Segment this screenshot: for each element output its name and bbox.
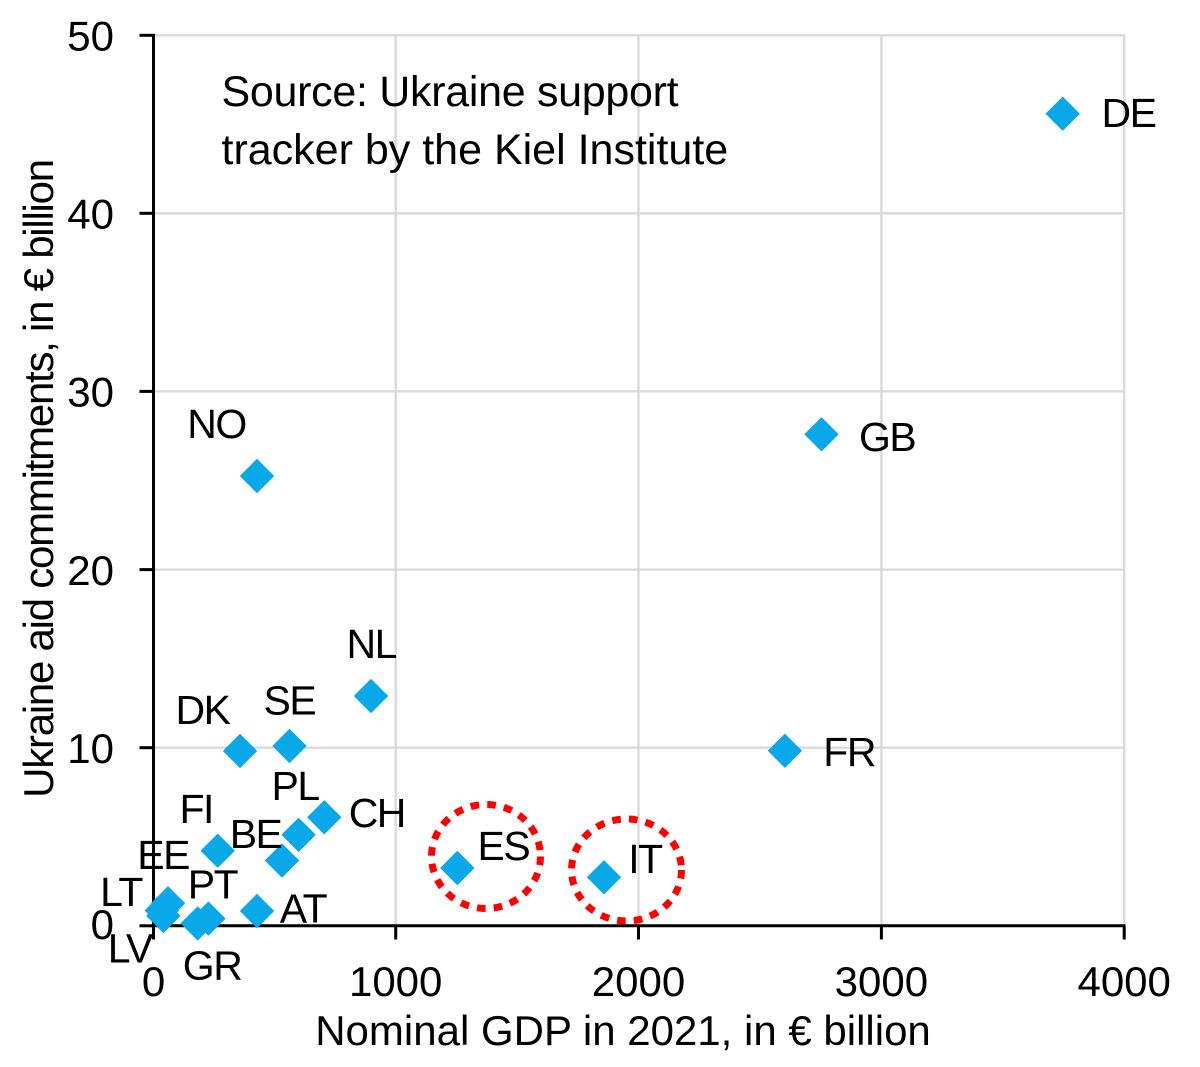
svg-text:30: 30 (67, 369, 114, 416)
svg-text:50: 50 (67, 13, 114, 60)
svg-text:10: 10 (67, 725, 114, 772)
svg-text:NO: NO (187, 401, 246, 447)
svg-text:CH: CH (349, 790, 405, 836)
svg-text:DE: DE (1102, 90, 1156, 136)
svg-text:0: 0 (91, 901, 114, 948)
svg-text:3000: 3000 (835, 958, 928, 1005)
svg-text:PL: PL (272, 763, 320, 809)
svg-text:BE: BE (230, 811, 282, 857)
svg-text:GB: GB (859, 414, 915, 460)
svg-text:FR: FR (823, 729, 875, 775)
svg-text:EE: EE (137, 832, 189, 878)
svg-text:Nominal GDP in 2021, in € bill: Nominal GDP in 2021, in € billion (315, 1007, 931, 1054)
svg-text:GR: GR (183, 943, 242, 989)
svg-text:20: 20 (67, 547, 114, 594)
svg-text:tracker by the Kiel Institute: tracker by the Kiel Institute (222, 126, 729, 174)
svg-text:ES: ES (478, 823, 530, 869)
svg-text:SE: SE (264, 678, 316, 724)
svg-text:Ukraine aid commitments, in €: Ukraine aid commitments, in € billion (15, 160, 62, 798)
svg-text:4000: 4000 (1077, 958, 1170, 1005)
svg-text:Source: Ukraine support: Source: Ukraine support (222, 68, 679, 116)
svg-text:0: 0 (142, 958, 165, 1005)
svg-text:1000: 1000 (349, 958, 442, 1005)
svg-text:DK: DK (176, 687, 231, 733)
svg-text:FI: FI (180, 786, 213, 832)
svg-text:2000: 2000 (592, 958, 685, 1005)
svg-text:PT: PT (188, 862, 239, 908)
svg-text:AT: AT (280, 886, 328, 932)
svg-text:NL: NL (347, 621, 397, 667)
svg-text:IT: IT (628, 836, 663, 882)
svg-text:LV: LV (108, 926, 154, 972)
svg-text:LT: LT (100, 869, 143, 915)
svg-text:40: 40 (67, 191, 114, 238)
